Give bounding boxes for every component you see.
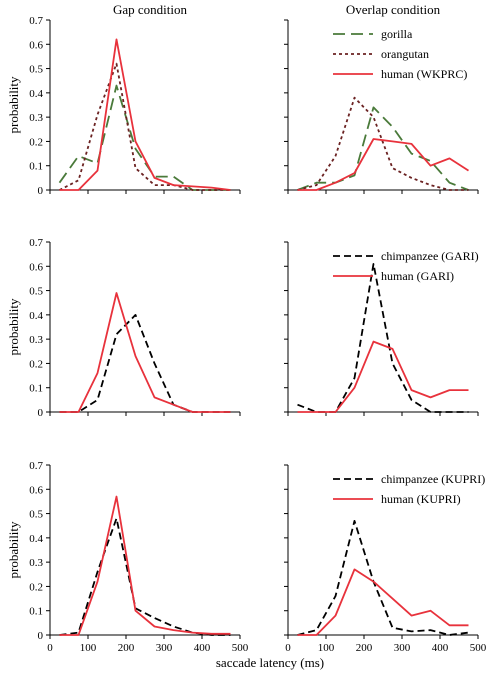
y-tick-label: 0.7 <box>29 460 43 472</box>
series-line-chimpanzee <box>297 262 469 413</box>
x-tick-label: 300 <box>394 642 411 654</box>
y-tick-label: 0.3 <box>29 112 43 124</box>
y-tick-label: 0 <box>38 407 44 419</box>
y-tick-label: 0.4 <box>29 88 43 100</box>
chart-panel-4: chimpanzee (GARI) human (GARI) <box>284 241 479 416</box>
series-line-human <box>297 568 469 636</box>
chart-panel-6: 0 100 200 300 400 500 chimpanzee (KUPRI) human … <box>284 464 487 654</box>
y-tick-label: 0.2 <box>29 358 43 370</box>
y-tick-label: 0 <box>38 630 44 642</box>
y-tick-label: 0.1 <box>29 383 43 395</box>
chart-panel-5: 0 0.1 0.2 0.3 0.4 0.5 0.6 0.7 0 100 200 300 400 500 pr… <box>6 460 249 654</box>
legend-label: chimpanzee (KUPRI) <box>381 472 485 486</box>
series-line-human <box>59 292 231 413</box>
y-tick-label: 0.6 <box>29 39 43 51</box>
y-tick-label: 0.5 <box>29 286 43 298</box>
y-axis-title: probability <box>6 298 21 356</box>
y-tick-label: 0.1 <box>29 161 43 173</box>
chart-panel-2: gorilla orangutan human (WKPRC) <box>284 19 479 194</box>
y-tick-label: 0.7 <box>29 237 43 249</box>
x-tick-label: 300 <box>156 642 173 654</box>
y-tick-label: 0.5 <box>29 64 43 76</box>
x-tick-label: 500 <box>470 642 487 654</box>
y-tick-label: 0.3 <box>29 334 43 346</box>
series-line-chimpanzee <box>297 520 469 636</box>
y-tick-label: 0.7 <box>29 15 43 27</box>
y-tick-label: 0.4 <box>29 533 43 545</box>
series-line-human <box>59 495 231 636</box>
x-tick-label: 0 <box>47 642 53 654</box>
chart-panel-1: 0 0.1 0.2 0.3 0.4 0.5 0.6 0.7 probability <box>6 15 241 197</box>
y-tick-label: 0.4 <box>29 310 43 322</box>
x-tick-label: 200 <box>356 642 373 654</box>
y-tick-label: 0.1 <box>29 606 43 618</box>
x-tick-label: 200 <box>118 642 135 654</box>
x-axis-title: saccade latency (ms) <box>216 655 324 670</box>
column-title-gap: Gap condition <box>113 2 188 17</box>
legend-label: human (GARI) <box>381 269 454 283</box>
series-line-human <box>297 138 469 191</box>
series-line-orangutan <box>59 62 231 191</box>
y-tick-label: 0.3 <box>29 557 43 569</box>
x-tick-label: 400 <box>432 642 449 654</box>
x-tick-label: 100 <box>80 642 97 654</box>
series-line-gorilla <box>58 84 231 191</box>
column-title-overlap: Overlap condition <box>346 2 441 17</box>
y-tick-label: 0.5 <box>29 509 43 521</box>
y-tick-label: 0.6 <box>29 484 43 496</box>
y-tick-label: 0.2 <box>29 581 43 593</box>
series-line-human <box>59 38 231 191</box>
chart-panel-3: 0 0.1 0.2 0.3 0.4 0.5 0.6 0.7 probability <box>6 237 241 419</box>
legend-label: orangutan <box>381 47 429 61</box>
legend-label: chimpanzee (GARI) <box>381 249 479 263</box>
x-tick-label: 100 <box>318 642 335 654</box>
x-tick-label: 500 <box>232 642 249 654</box>
x-tick-label: 400 <box>194 642 211 654</box>
series-line-gorilla <box>297 106 469 191</box>
series-line-orangutan <box>297 96 469 191</box>
y-tick-label: 0 <box>38 185 44 197</box>
y-axis-title: probability <box>6 76 21 134</box>
y-tick-label: 0.2 <box>29 136 43 148</box>
x-tick-label: 0 <box>285 642 291 654</box>
legend-label: human (WKPRC) <box>381 67 467 81</box>
legend-label: gorilla <box>381 27 413 41</box>
series-line-human <box>297 340 469 413</box>
legend-label: human (KUPRI) <box>381 492 461 506</box>
y-tick-label: 0.6 <box>29 261 43 273</box>
y-axis-title: probability <box>6 521 21 579</box>
